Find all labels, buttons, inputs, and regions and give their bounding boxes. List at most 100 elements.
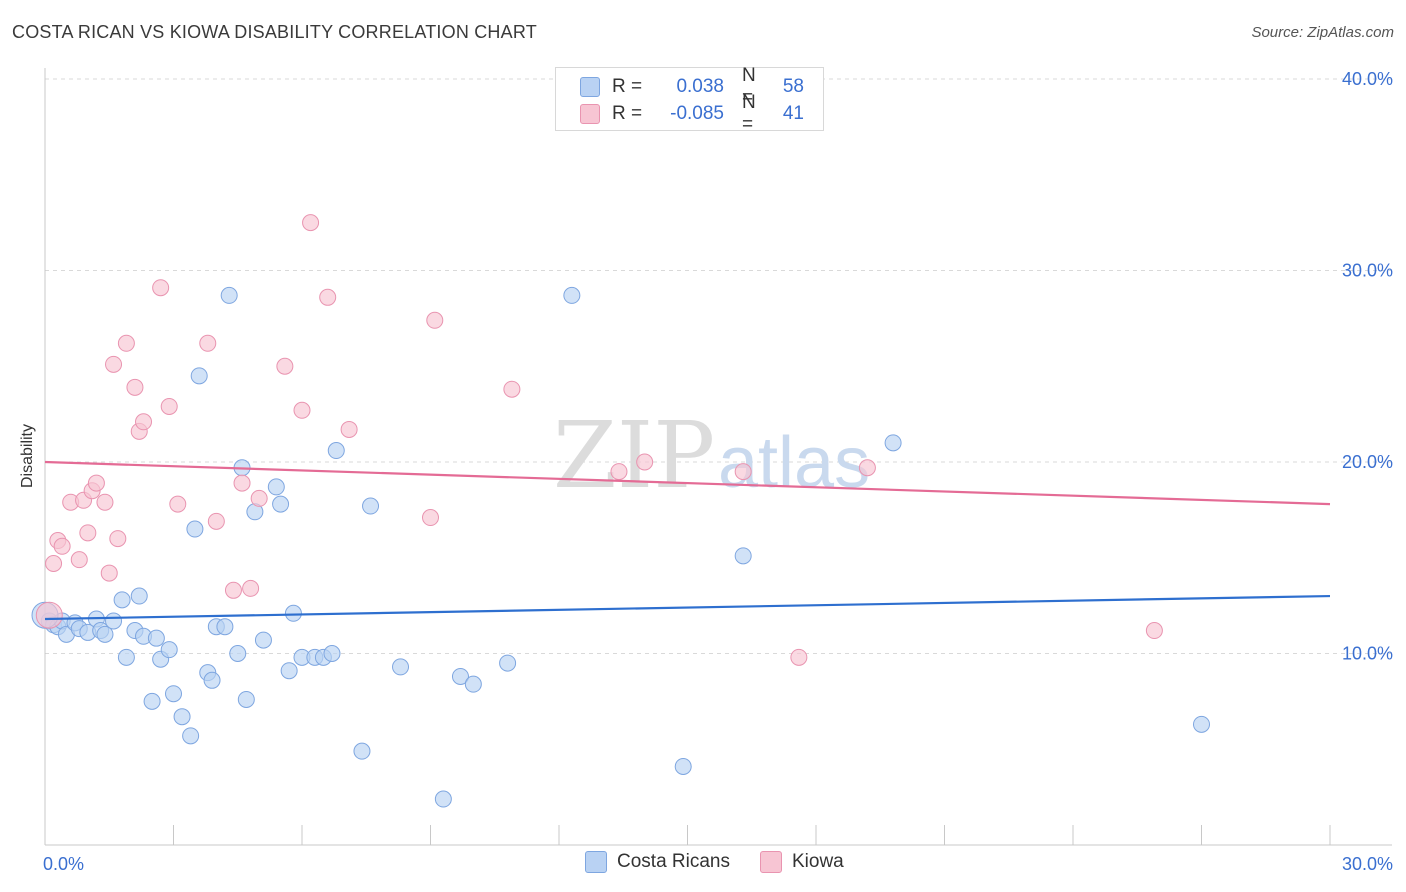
data-point-costa-ricans xyxy=(563,286,581,304)
data-point-kiowa xyxy=(319,288,337,306)
data-point-costa-ricans xyxy=(272,495,290,513)
data-point-costa-ricans xyxy=(165,685,182,703)
data-point-kiowa xyxy=(426,311,444,329)
data-point-kiowa xyxy=(242,579,260,597)
data-point-costa-ricans xyxy=(451,667,469,685)
data-point-kiowa xyxy=(224,581,242,599)
data-point-kiowa xyxy=(160,397,178,415)
points-layer xyxy=(31,214,1210,808)
trend-line-costa-ricans xyxy=(44,594,1331,621)
chart-title: COSTA RICAN VS KIOWA DISABILITY CORRELAT… xyxy=(12,22,537,42)
x-tick-label: 30.0% xyxy=(1342,854,1393,874)
data-point-costa-ricans xyxy=(173,708,191,726)
legend-label: Kiowa xyxy=(792,851,844,872)
data-point-costa-ricans xyxy=(464,675,482,693)
tick-labels: 10.0% 20.0% 30.0% 40.0% 0.0% 30.0% xyxy=(43,69,1393,874)
data-point-kiowa xyxy=(790,648,808,666)
data-point-kiowa xyxy=(1145,622,1163,640)
data-point-kiowa xyxy=(79,524,97,542)
data-point-kiowa xyxy=(100,564,118,582)
grid-layer xyxy=(45,78,1392,654)
legend-row-costa-ricans: R = 0.038 N = 58 xyxy=(580,65,804,108)
data-point-costa-ricans xyxy=(734,547,752,565)
legend-item-costa-ricans: Costa Ricans xyxy=(585,851,730,873)
data-point-kiowa xyxy=(70,551,88,569)
data-point-kiowa xyxy=(96,493,114,511)
data-point-kiowa xyxy=(126,378,144,396)
x-tick-label: 0.0% xyxy=(43,854,84,874)
data-point-costa-ricans xyxy=(160,641,178,659)
data-point-kiowa xyxy=(503,380,521,398)
data-point-kiowa xyxy=(152,279,170,297)
data-point-kiowa xyxy=(340,420,358,438)
data-point-costa-ricans xyxy=(254,631,272,649)
data-point-costa-ricans xyxy=(113,591,131,609)
data-point-costa-ricans xyxy=(105,612,123,630)
data-point-kiowa xyxy=(105,355,123,373)
watermark-zip: ZIP xyxy=(553,402,715,509)
trend-line-kiowa xyxy=(44,460,1331,506)
legend-n-value: 41 xyxy=(782,103,804,124)
legend-n-label: N = xyxy=(742,92,756,135)
data-point-costa-ricans xyxy=(203,671,221,689)
y-tick-label: 20.0% xyxy=(1342,452,1393,472)
legend-series: Costa Ricans Kiowa xyxy=(585,851,874,873)
y-tick-label: 40.0% xyxy=(1342,69,1393,89)
legend-n-value: 58 xyxy=(782,76,804,97)
data-point-kiowa xyxy=(610,463,628,481)
data-point-costa-ricans xyxy=(353,742,371,760)
data-point-kiowa xyxy=(636,453,654,471)
data-point-costa-ricans xyxy=(117,648,135,666)
data-point-kiowa xyxy=(276,357,294,375)
data-point-costa-ricans xyxy=(182,727,200,745)
data-point-kiowa xyxy=(207,512,225,530)
data-point-kiowa xyxy=(734,463,752,481)
data-point-costa-ricans xyxy=(499,654,517,672)
data-point-costa-ricans xyxy=(147,629,165,647)
data-point-kiowa xyxy=(250,489,268,507)
legend-r-value: 0.038 xyxy=(676,76,724,97)
data-point-costa-ricans xyxy=(96,625,114,643)
watermark-atlas: atlas xyxy=(718,423,870,503)
legend-n-label: N = xyxy=(742,65,756,108)
data-point-costa-ricans xyxy=(130,587,148,605)
data-point-kiowa xyxy=(199,334,217,352)
legend-swatch-blue xyxy=(580,77,600,97)
data-point-kiowa xyxy=(233,474,251,492)
data-point-kiowa xyxy=(858,459,876,477)
data-point-kiowa xyxy=(45,554,63,572)
watermark: ZIP atlas xyxy=(553,402,870,509)
data-point-costa-ricans xyxy=(216,618,234,636)
legend-r-label: R = xyxy=(612,103,643,124)
legend-swatch-pink xyxy=(580,104,600,124)
y-axis-label: Disability xyxy=(19,423,36,489)
data-point-kiowa xyxy=(117,334,135,352)
data-point-kiowa xyxy=(169,495,187,513)
legend-swatch-blue xyxy=(585,851,607,873)
data-point-costa-ricans xyxy=(186,520,204,538)
data-point-costa-ricans xyxy=(392,658,410,676)
legend-row-kiowa: R = -0.085 N = 41 xyxy=(580,92,804,135)
data-point-costa-ricans xyxy=(674,757,692,775)
data-point-kiowa xyxy=(87,474,105,492)
data-point-kiowa xyxy=(293,401,311,419)
data-point-costa-ricans xyxy=(229,645,247,662)
data-point-costa-ricans xyxy=(280,662,298,680)
trend-layer xyxy=(44,460,1331,621)
legend-swatch-pink xyxy=(760,851,782,873)
data-point-kiowa xyxy=(135,413,153,431)
data-point-costa-ricans xyxy=(190,367,208,385)
data-point-kiowa xyxy=(422,509,439,527)
data-point-costa-ricans xyxy=(434,790,452,808)
data-point-costa-ricans xyxy=(884,434,902,452)
data-point-costa-ricans xyxy=(362,497,380,515)
data-point-costa-ricans xyxy=(143,692,161,710)
y-tick-label: 30.0% xyxy=(1342,261,1393,281)
data-point-kiowa xyxy=(109,530,127,548)
axis-layer xyxy=(44,68,1392,846)
data-point-kiowa xyxy=(35,601,63,629)
data-point-costa-ricans xyxy=(323,645,341,662)
legend-r-label: R = xyxy=(612,76,643,97)
chart-source: Source: ZipAtlas.com xyxy=(1251,24,1394,41)
